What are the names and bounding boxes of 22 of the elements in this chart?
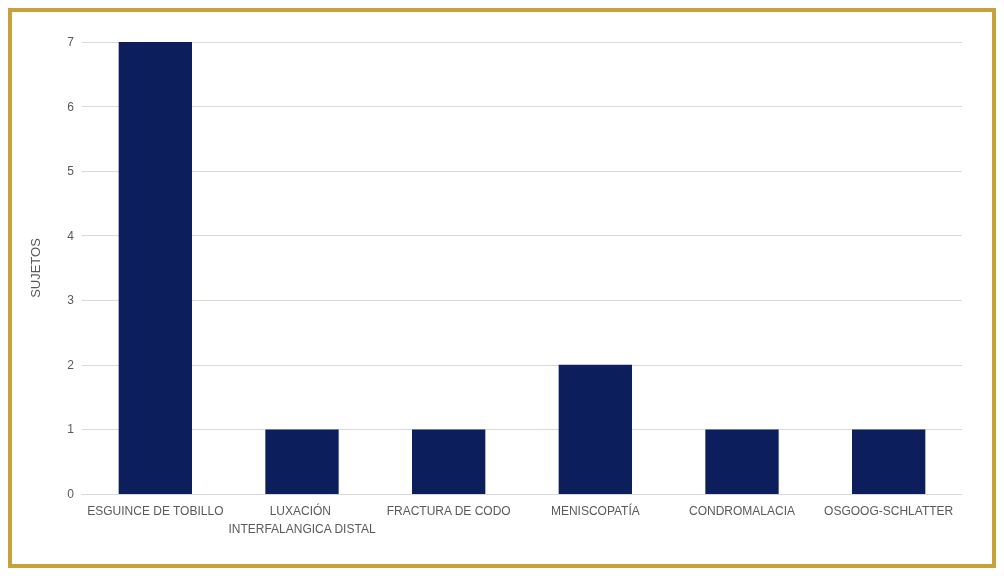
bar [852, 429, 926, 494]
y-tick-label: 5 [67, 164, 75, 179]
x-tick-label: ESGUINCE DE TOBILLO [87, 504, 224, 518]
bar [118, 42, 192, 494]
x-tick-label: MENISCOPATÍA [550, 503, 640, 518]
y-tick-label: 2 [67, 357, 75, 372]
x-tick-label: LUXACIÓN INTERFALANGICA DISTAL [228, 503, 376, 536]
y-tick-label: 0 [67, 487, 75, 501]
y-tick-label: 1 [67, 422, 75, 437]
y-tick-label: 6 [67, 99, 75, 114]
y-tick-label: 3 [67, 293, 75, 308]
x-tick-label: OSGOOG-SCHLATTER [824, 504, 954, 518]
y-tick-label: 4 [67, 228, 75, 243]
bar [265, 429, 339, 494]
frame-border: SUJETOS 0 1 2 3 4 5 6 7 ESGUINCE DE TOBILLO LUXACIÓN INTERFALANGICA DISTAL FRACTURA DE CODO MENISCOPATÍA CONDROMALACIA OSGOOG-SCHLATTER [8, 8, 996, 568]
bar [412, 429, 486, 494]
x-tick-label: FRACTURA DE CODO [386, 504, 511, 518]
y-axis-title: SUJETOS [28, 237, 43, 298]
y-tick-label: 7 [67, 35, 75, 49]
bar [558, 364, 632, 494]
bar [705, 429, 779, 494]
x-tick-label: CONDROMALACIA [688, 504, 796, 518]
